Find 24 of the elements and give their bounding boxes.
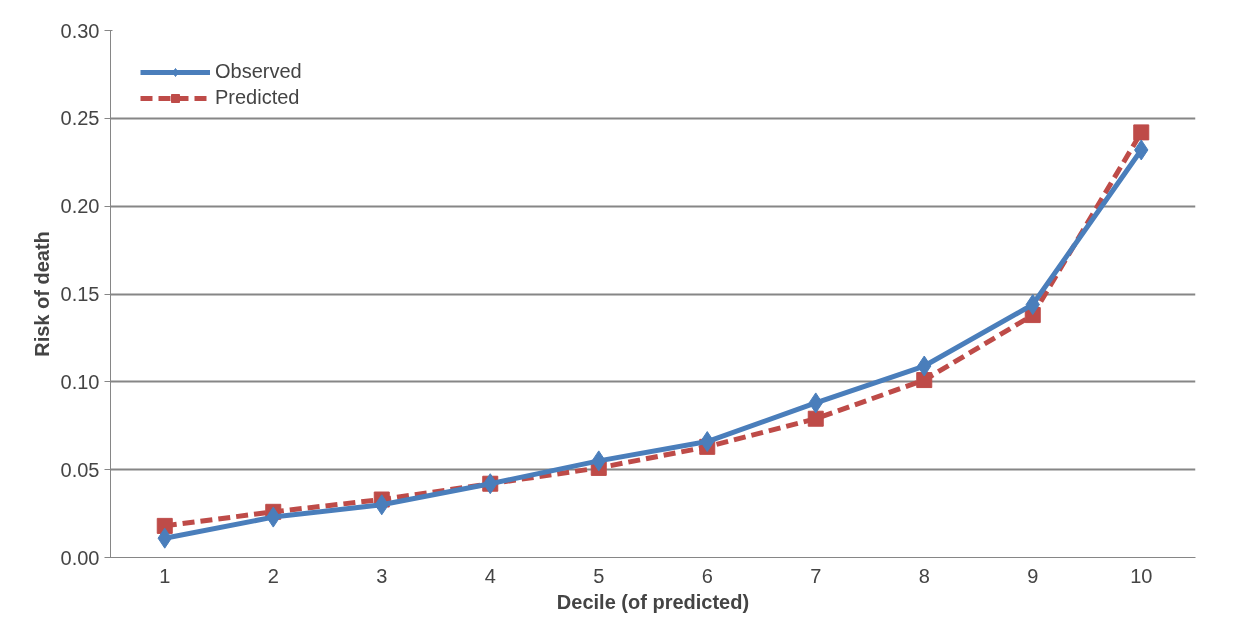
y-tick-label: 0.00 <box>60 546 100 569</box>
point <box>1133 124 1150 141</box>
x-tick-label: 9 <box>1027 564 1039 587</box>
x-tick-label: 4 <box>484 564 496 587</box>
y-tick-label: 0.05 <box>60 458 100 481</box>
legend-label: Observed <box>215 60 302 83</box>
x-axis-title: Decile (of predicted) <box>556 590 750 613</box>
y-tick-label: 0.25 <box>60 107 100 130</box>
y-axis-title: Risk of death <box>30 231 53 357</box>
point <box>916 372 933 389</box>
point <box>807 410 824 427</box>
y-tick-label: 0.15 <box>60 283 100 305</box>
y-tick-label: 0.30 <box>60 19 100 42</box>
y-tick-label: 0.20 <box>60 195 100 218</box>
x-tick-label: 5 <box>593 564 605 587</box>
y-tick-label: 0.10 <box>60 370 100 393</box>
x-tick-label: 2 <box>267 564 279 587</box>
x-tick-label: 6 <box>701 564 713 587</box>
x-tick-label: 10 <box>1130 564 1153 587</box>
x-tick-label: 1 <box>159 564 171 587</box>
x-tick-label: 8 <box>918 564 930 587</box>
legend-label: Predicted <box>215 86 300 109</box>
x-tick-label: 7 <box>810 564 822 587</box>
x-tick-label: 3 <box>376 564 388 587</box>
